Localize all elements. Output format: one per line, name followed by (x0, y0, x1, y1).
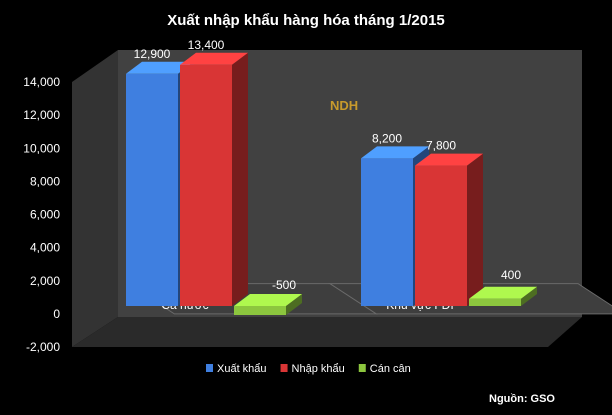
y-tick-label: 0 (53, 307, 60, 321)
y-tick-label: 8,000 (30, 174, 60, 188)
data-label: 8,200 (372, 131, 402, 145)
data-label: 13,400 (188, 38, 225, 52)
legend-label: Cán cân (370, 363, 411, 375)
bar-front (415, 165, 467, 306)
y-tick-label: 2,000 (30, 274, 60, 288)
bar-top (415, 153, 483, 166)
watermark-logo: NDH (330, 98, 358, 113)
legend-label: Nhập khẩu (292, 363, 345, 375)
bar-top (234, 294, 302, 306)
bar-front (469, 298, 521, 306)
bar-side (521, 286, 537, 306)
bar-top (469, 286, 537, 299)
legend-swatch (206, 364, 213, 372)
data-label: 12,900 (134, 47, 171, 61)
bar (180, 52, 248, 306)
bar-top (361, 146, 429, 159)
legend-label: Xuất khẩu (217, 363, 267, 375)
bar-front (234, 306, 286, 315)
y-axis-ticks: -2,000 0 2,000 4,000 6,000 8,000 10,000 12,000 1… (23, 75, 60, 354)
bar-top (180, 52, 248, 65)
legend-swatch (280, 364, 288, 372)
data-labels: 12,900 8,200 13,400 7,800 -500 400 (134, 38, 522, 292)
legend: Xuất khẩu Nhập khẩu Cán cân (206, 363, 411, 375)
data-label: 7,800 (426, 139, 456, 153)
y-tick-label: 6,000 (30, 208, 60, 222)
source-note: Nguồn: GSO (489, 393, 555, 405)
bar-front (361, 158, 413, 306)
bar-side (467, 153, 483, 306)
bar (234, 294, 302, 315)
data-label: -500 (272, 278, 296, 292)
floor (72, 317, 582, 347)
bar-front (126, 73, 178, 306)
chart-title: Xuất nhập khẩu hàng hóa tháng 1/2015 (167, 12, 445, 29)
y-tick-label: 12,000 (23, 108, 60, 122)
legend-swatch (358, 364, 366, 372)
bar-front (180, 64, 232, 306)
data-label: 400 (501, 268, 521, 282)
bar-top (126, 61, 194, 74)
bars (126, 52, 537, 315)
bar (415, 153, 483, 306)
side-wall (72, 50, 118, 347)
y-tick-label: 10,000 (23, 141, 60, 155)
bar (469, 286, 537, 306)
bar-side (232, 52, 248, 306)
y-tick-label: -2,000 (26, 340, 60, 354)
bar-side (286, 294, 302, 315)
y-tick-label: 4,000 (30, 241, 60, 255)
y-tick-label: 14,000 (23, 75, 60, 89)
